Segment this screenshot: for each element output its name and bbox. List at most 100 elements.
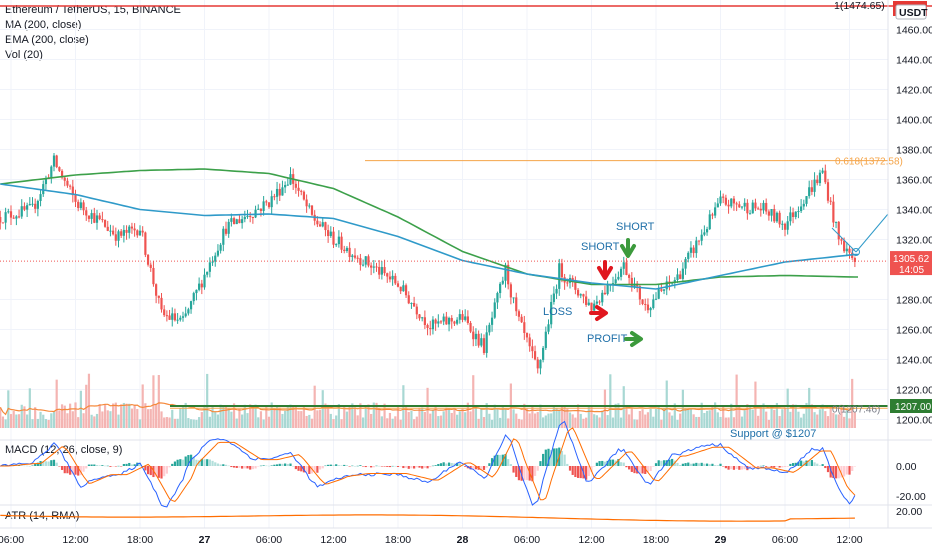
macd-histogram-bar [52, 459, 56, 466]
macd-histogram-bar [34, 463, 37, 466]
volume-bar [566, 408, 569, 428]
volume-bar [327, 404, 330, 428]
candle-body [122, 229, 125, 236]
macd-histogram-bar [410, 466, 413, 469]
candle-body [12, 217, 15, 219]
volume-bar [480, 408, 483, 428]
macd-histogram-bar [192, 457, 195, 466]
macd-histogram-bar [542, 453, 545, 466]
volume-bar [254, 404, 257, 428]
candle-body [399, 286, 402, 292]
volume-bar [152, 375, 155, 428]
volume-bar [461, 408, 464, 428]
legend-macd[interactable]: MACD (12, 26, close, 9) [5, 444, 123, 456]
macd-histogram-bar [87, 464, 91, 466]
macd-histogram-bar [42, 461, 45, 466]
macd-histogram-bar [356, 465, 359, 467]
volume-bar [445, 407, 448, 428]
candle-body [42, 184, 45, 195]
macd-histogram-bar [281, 463, 284, 466]
candle-body [536, 359, 539, 369]
volume-bar [687, 408, 690, 428]
macd-histogram-bar [77, 466, 80, 476]
macd-histogram-bar [458, 463, 461, 466]
candle-body [818, 172, 822, 184]
volume-bar [286, 405, 289, 428]
candle-body [375, 266, 378, 268]
overlays [0, 5, 932, 409]
macd-histogram-bar [232, 466, 236, 468]
candle-body [327, 230, 330, 237]
candle-body [335, 244, 338, 246]
volume-bar [372, 402, 375, 428]
volume-bar [219, 404, 222, 428]
volume-bar [321, 390, 324, 428]
price-tick-label: 1240.00 [896, 355, 932, 367]
candle-body [574, 280, 577, 290]
candle-body [152, 267, 155, 285]
volume-bar [743, 410, 746, 428]
volume-bars [0, 373, 856, 428]
candle-body [641, 299, 644, 304]
volume-bar [23, 406, 26, 428]
candle-body [496, 293, 499, 303]
candle-body [407, 295, 410, 304]
candle-body [415, 306, 418, 315]
volume-bar [472, 375, 475, 428]
volume-bar [44, 419, 48, 428]
macd-histogram-bar [539, 461, 542, 466]
candle-body [310, 205, 314, 215]
candle-body [453, 321, 456, 324]
volume-bar [818, 409, 822, 428]
candle-body [265, 201, 268, 203]
candle-body [439, 321, 443, 323]
macd-histogram-bar [122, 463, 125, 466]
volume-bar [829, 406, 832, 428]
candle-body [797, 211, 800, 213]
volume-bar [770, 407, 773, 428]
volume-bar [622, 386, 625, 428]
candle-body [466, 316, 469, 323]
macd-histogram-bar [270, 465, 273, 466]
candle-body [805, 196, 808, 204]
volume-bar [17, 414, 21, 428]
candle-body [735, 203, 738, 205]
volume-bar [644, 414, 647, 428]
volume-bar [695, 416, 698, 428]
candle-body [267, 202, 271, 208]
macd-histogram-bar [74, 466, 77, 475]
macd-histogram-bar [308, 466, 311, 475]
candle-body [340, 236, 343, 250]
candle-body [499, 283, 502, 294]
candle-body [746, 202, 749, 214]
candle-body [684, 258, 687, 269]
legend-ema[interactable]: EMA (200, close) [5, 34, 89, 46]
volume-bar [684, 408, 687, 428]
candle-body [730, 198, 733, 207]
volume-bar [474, 406, 478, 428]
volume-bar [434, 405, 437, 428]
volume-bar [251, 406, 254, 428]
volume-bar [340, 419, 343, 428]
candle-body [695, 240, 698, 254]
legend-vol[interactable]: Vol (20) [5, 49, 43, 61]
candle-body [625, 262, 628, 275]
candle-body [198, 283, 201, 290]
volume-bar [657, 405, 660, 428]
macd-histogram-bar [837, 466, 840, 479]
macd-histogram-bar [171, 463, 174, 466]
macd-histogram-bar [754, 466, 757, 467]
volume-bar [542, 417, 545, 428]
candle-body [383, 267, 386, 274]
macd-histogram-bar [829, 466, 832, 478]
candle-body [437, 321, 440, 324]
volume-bar [754, 381, 757, 428]
volume-bar [375, 402, 378, 428]
volume-bar [563, 406, 566, 428]
legend-symbol[interactable]: Ethereum / TetherUS, 15, BINANCE [5, 4, 181, 16]
macd-histogram-bar [324, 465, 327, 467]
volume-bar [262, 419, 265, 428]
fib-1-label: 1(1474.65) [834, 0, 885, 12]
legend-ma[interactable]: MA (200, close) [5, 19, 82, 31]
